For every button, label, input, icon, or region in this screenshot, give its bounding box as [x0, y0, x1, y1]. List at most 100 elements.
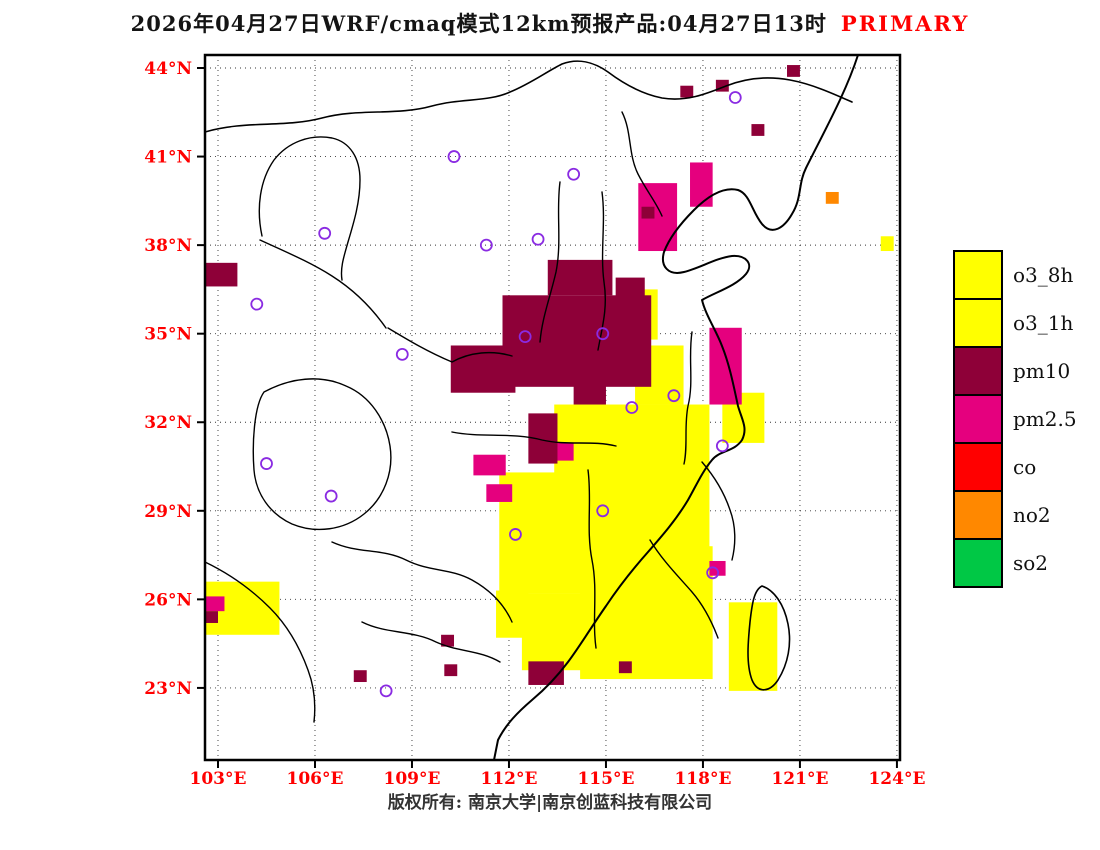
province-border	[387, 327, 513, 363]
pollutant-patch-layer	[205, 65, 894, 691]
pollutant-legend: o3_8h o3_1h pm10 pm2.5 co no2 so2	[953, 250, 1077, 588]
province-border	[331, 541, 513, 623]
province-border	[621, 111, 663, 217]
province-border	[701, 461, 736, 561]
legend-label: o3_1h	[1013, 311, 1074, 335]
lat-tick-label: 32°N	[144, 413, 192, 433]
province-border	[252, 378, 392, 531]
legend-swatch-co	[953, 442, 1003, 492]
station-marker	[715, 439, 729, 453]
station-marker	[260, 457, 273, 470]
patch-o3	[580, 546, 713, 680]
patch-pm10	[573, 383, 606, 405]
lon-tick-label: 124°E	[868, 769, 925, 789]
patch-pm10	[751, 124, 765, 136]
station-marker	[324, 489, 338, 503]
station-marker	[250, 297, 264, 311]
province-border	[451, 431, 617, 447]
lat-tick-label: 41°N	[144, 148, 192, 168]
province-border	[683, 331, 693, 465]
patch-pm10	[441, 634, 455, 647]
legend-item-co: co	[953, 442, 1077, 492]
legend-swatch-so2	[953, 538, 1003, 588]
legend-label: no2	[1013, 503, 1051, 527]
patch-o3	[554, 404, 710, 553]
station-marker	[447, 150, 461, 163]
legend-swatch-no2	[953, 490, 1003, 540]
patch-pm10	[353, 670, 367, 683]
lon-tick-label: 112°E	[480, 769, 537, 789]
legend-label: co	[1013, 455, 1037, 479]
station-marker	[625, 401, 639, 414]
page-title: 2026年04月27日WRF/cmaq模式12km预报产品:04月27日13时 P…	[0, 8, 1100, 38]
legend-label: pm2.5	[1013, 407, 1077, 431]
lat-tick-label: 44°N	[144, 59, 192, 79]
title-primary-tag: PRIMARY	[840, 11, 970, 36]
patch-pm2.5	[690, 162, 713, 207]
province-border	[259, 239, 387, 329]
legend-item-so2: so2	[953, 538, 1077, 588]
patch-o3	[496, 590, 529, 638]
station-marker	[318, 226, 332, 240]
patch-pm2.5	[486, 484, 513, 502]
patch-pm10	[715, 79, 729, 92]
province-border	[204, 561, 316, 723]
station-marker	[531, 232, 545, 246]
station-marker	[596, 327, 610, 341]
patch-pm10	[618, 661, 632, 674]
lat-tick-label: 23°N	[144, 679, 192, 699]
province-border	[649, 539, 719, 639]
legend-swatch-pm10	[953, 346, 1003, 396]
province-border	[539, 181, 561, 343]
station-marker	[509, 528, 522, 541]
lat-tick-label: 38°N	[144, 236, 192, 256]
legend-label: pm10	[1013, 359, 1071, 383]
patch-o3	[880, 236, 894, 252]
station-marker	[395, 347, 409, 361]
lat-tick-label: 26°N	[144, 590, 192, 610]
lat-tick-label: 35°N	[144, 325, 192, 345]
lon-tick-label: 109°E	[384, 769, 441, 789]
grid-layer	[205, 55, 900, 760]
border-layer	[204, 54, 859, 761]
patch-pm10	[205, 262, 238, 287]
title-text: 2026年04月27日WRF/cmaq模式12km预报产品:04月27日13时	[130, 11, 827, 36]
patch-no2	[825, 191, 839, 204]
copyright-footer: 版权所有: 南京大学|南京创蓝科技有限公司	[387, 793, 713, 813]
patch-pm2.5	[205, 596, 225, 612]
patch-pm2.5	[473, 454, 506, 476]
patch-pm10	[641, 206, 655, 219]
station-marker	[706, 566, 720, 580]
legend-label: so2	[1013, 551, 1049, 575]
legend-item-pm2.5: pm2.5	[953, 394, 1077, 444]
legend-label: o3_8h	[1013, 263, 1074, 287]
axis-layer: 103°E 106°E 109°E 112°E 115°E 118°E 121°E 124°E…	[144, 59, 925, 789]
patch-pm10	[444, 664, 458, 677]
station-marker	[728, 91, 742, 104]
patch-pm2.5	[709, 560, 726, 576]
patch-pm2.5	[709, 327, 742, 405]
map-frame	[203, 53, 902, 762]
station-marker	[596, 504, 610, 518]
province-border	[361, 621, 501, 663]
legend-swatch-o3_1h	[953, 298, 1003, 348]
legend-item-o3_8h: o3_8h	[953, 250, 1077, 300]
coastline	[493, 54, 859, 761]
patch-pm10	[680, 85, 694, 98]
lon-tick-label: 121°E	[771, 769, 828, 789]
lat-tick-label: 29°N	[144, 502, 192, 522]
taiwan-coastline	[747, 585, 791, 691]
station-marker	[518, 330, 532, 344]
station-marker	[479, 238, 493, 252]
national-border-north	[204, 60, 853, 133]
station-marker	[667, 389, 681, 403]
lon-tick-label: 118°E	[674, 769, 731, 789]
province-border	[597, 191, 607, 351]
legend-item-pm10: pm10	[953, 346, 1077, 396]
lon-tick-label: 115°E	[577, 769, 634, 789]
legend-swatch-pm2.5	[953, 394, 1003, 444]
legend-item-no2: no2	[953, 490, 1077, 540]
station-marker	[567, 167, 581, 181]
